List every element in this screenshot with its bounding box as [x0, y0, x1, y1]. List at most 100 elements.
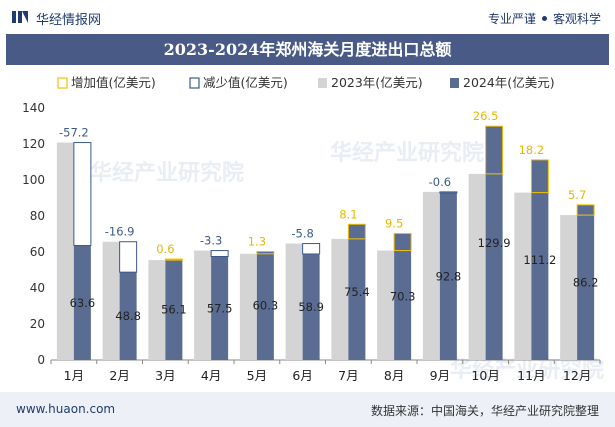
y-tick-label: 120	[22, 137, 45, 151]
watermark-text: 华经产业研究院	[330, 140, 484, 166]
bar-2023	[422, 191, 440, 360]
change-label: -3.3	[200, 234, 222, 248]
change-label: -5.8	[291, 227, 313, 241]
increase-box	[164, 258, 183, 261]
y-tick-label: 0	[37, 353, 45, 367]
x-tick-label: 9月	[430, 368, 450, 383]
tagline: 专业严谨 客观科学	[488, 10, 601, 27]
change-label: 0.6	[156, 242, 174, 256]
decrease-box	[210, 250, 229, 257]
bar-2024	[531, 159, 549, 360]
watermark-text: 华经产业研究院	[450, 357, 604, 383]
bar-2023	[285, 243, 303, 360]
bar-2023	[148, 260, 166, 360]
legend-label: 2024年(亿美元)	[463, 75, 555, 90]
value-label-2024: 60.3	[253, 299, 279, 313]
tagline-objective: 客观科学	[552, 12, 601, 26]
bar-2023	[194, 250, 212, 360]
y-tick-label: 60	[30, 245, 45, 259]
legend-swatch	[450, 78, 459, 88]
separator-dot	[541, 16, 547, 21]
change-label: 5.7	[568, 188, 586, 202]
value-label-2024: 75.4	[344, 285, 370, 299]
value-label-2024: 92.8	[436, 269, 462, 283]
value-label-2024: 63.6	[70, 296, 96, 310]
decrease-box	[73, 142, 92, 247]
value-label-2024: 57.5	[207, 301, 233, 315]
bar-2023	[468, 173, 486, 360]
change-label: 1.3	[248, 234, 266, 248]
bar-2024	[119, 272, 137, 360]
value-label-2024: 70.3	[390, 290, 416, 304]
value-label-2024: 48.8	[115, 309, 141, 323]
legend-label: 增加值(亿美元)	[71, 75, 156, 90]
y-tick-label: 140	[22, 101, 45, 115]
x-tick-label: 7月	[338, 368, 358, 383]
decrease-box	[439, 191, 458, 194]
bar-2023	[331, 238, 349, 360]
increase-box	[485, 125, 504, 175]
increase-box	[393, 232, 412, 252]
bar-2023	[239, 253, 257, 360]
bar-2024	[302, 253, 320, 360]
y-tick-label: 80	[30, 209, 45, 223]
chart-title: 2023-2024年郑州海关月度进出口总额	[163, 40, 452, 59]
bar-2023	[377, 250, 395, 360]
change-label: 18.2	[519, 143, 545, 157]
huajing-logo-icon	[12, 11, 28, 23]
y-tick-label: 100	[22, 173, 45, 187]
bar-2024	[211, 256, 229, 360]
bar-2024	[439, 192, 457, 360]
bar-2024	[348, 224, 366, 360]
legend-swatch	[318, 78, 327, 88]
title-bar: 2023-2024年郑州海关月度进出口总额	[6, 34, 609, 65]
x-tick-label: 5月	[247, 368, 267, 383]
value-label-2024: 111.2	[523, 253, 556, 267]
watermark-text: 华经产业研究院	[90, 160, 244, 186]
x-tick-label: 3月	[155, 368, 175, 383]
increase-box	[347, 223, 366, 240]
x-tick-label: 10月	[471, 368, 499, 383]
bar-2023	[560, 215, 578, 360]
x-tick-label: 1月	[64, 368, 84, 383]
increase-box	[576, 204, 595, 216]
x-tick-label: 4月	[201, 368, 221, 383]
bar-2024	[394, 233, 412, 360]
x-tick-label: 11月	[517, 368, 545, 383]
x-tick-label: 12月	[563, 368, 591, 383]
x-tick-label: 2月	[109, 368, 129, 383]
change-label: 26.5	[473, 109, 499, 123]
top-bar: 华经情报网 专业严谨 客观科学	[0, 0, 615, 34]
bar-2023	[102, 241, 120, 360]
increase-box	[530, 159, 549, 194]
bar-2023	[56, 142, 74, 360]
x-tick-label: 8月	[384, 368, 404, 383]
tagline-professional: 专业严谨	[487, 12, 536, 26]
decrease-box	[302, 243, 321, 255]
change-label: -0.6	[429, 175, 451, 189]
bar-2024	[577, 204, 595, 360]
change-label: 9.5	[385, 216, 403, 230]
change-label: -16.9	[105, 225, 135, 239]
bar-2024	[485, 126, 503, 361]
legend-swatch	[189, 77, 200, 89]
decrease-box	[119, 241, 138, 273]
bar-2023	[514, 192, 532, 360]
increase-box	[256, 250, 275, 255]
legend-swatch	[57, 77, 68, 89]
y-tick-label: 20	[30, 317, 45, 331]
footer-bar: www.huaon.com 数据来源：中国海关，华经产业研究院整理	[0, 392, 615, 427]
y-tick-label: 40	[30, 281, 45, 295]
change-label: 8.1	[339, 207, 357, 221]
bar-2024	[73, 245, 91, 360]
value-label-2024: 86.2	[573, 275, 599, 289]
bar-2024	[165, 259, 183, 360]
value-label-2024: 129.9	[478, 236, 511, 250]
change-label: -57.2	[59, 126, 89, 140]
bar-2024	[256, 251, 274, 360]
website-url[interactable]: www.huaon.com	[16, 402, 116, 416]
value-label-2024: 56.1	[161, 303, 187, 317]
brand-name: 华经情报网	[36, 13, 102, 28]
legend-label: 2023年(亿美元)	[331, 75, 423, 90]
